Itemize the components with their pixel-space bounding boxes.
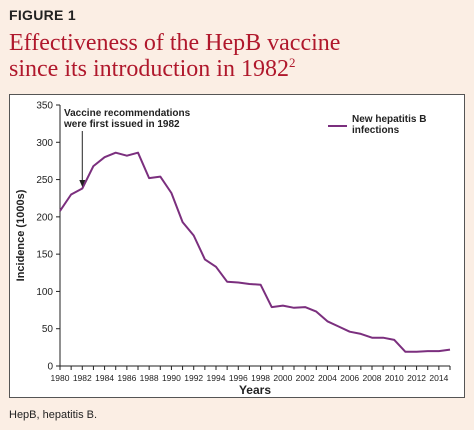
x-tick-label: 2014: [429, 373, 448, 383]
y-tick-label: 50: [42, 324, 54, 335]
axis-ticks: 0 50 100 150 200 250 300 350 1980 1982 1984 1986 198…: [36, 101, 451, 383]
x-tick-label: 1990: [162, 373, 181, 383]
annotation-text-line-2: were first issued in 1982: [63, 119, 180, 130]
series-lines: [59, 151, 451, 353]
x-tick-label: 1982: [73, 373, 92, 383]
title-line-1: Effectiveness of the HepB vaccine: [9, 30, 341, 56]
legend-label-line-1: New hepatitis B: [352, 114, 426, 125]
x-tick-label: 2006: [340, 373, 359, 383]
y-tick-label: 200: [36, 212, 53, 223]
y-tick-label: 350: [36, 101, 53, 112]
x-tick-label: 1994: [207, 373, 226, 383]
x-tick-label: 1986: [117, 373, 136, 383]
line-chart: 0 50 100 150 200 250 300 350 1980 1982 1984 1986 198…: [15, 101, 451, 397]
y-tick-label: 0: [47, 362, 53, 373]
x-tick-label: 1998: [251, 373, 270, 383]
x-tick-label: 1992: [184, 373, 203, 383]
y-tick-label: 150: [36, 250, 53, 261]
chart-panel: 0 50 100 150 200 250 300 350 1980 1982 1984 1986 198…: [9, 94, 465, 398]
annotation-text-line-1: Vaccine recommendations: [64, 108, 191, 119]
title-line-2: since its introduction in 1982: [9, 56, 289, 82]
figure-label: FIGURE 1: [9, 7, 76, 23]
y-tick-label: 300: [36, 138, 53, 149]
annotation-arrow-head: [79, 180, 86, 188]
x-tick-label: 2000: [273, 373, 292, 383]
figure-title: Effectiveness of the HepB vaccine since …: [9, 30, 469, 82]
x-tick-label: 1980: [51, 373, 70, 383]
x-tick-label: 2002: [296, 373, 315, 383]
y-tick-label: 250: [36, 175, 53, 186]
x-tick-label: 1996: [229, 373, 248, 383]
x-axis-label: Years: [239, 383, 271, 397]
legend-label-line-2: infections: [352, 125, 400, 136]
x-tick-label: 2010: [385, 373, 404, 383]
series-line-new-hepatitis-b-infections: [59, 151, 451, 353]
x-tick-label: 1988: [140, 373, 159, 383]
x-tick-label: 1984: [95, 373, 114, 383]
x-tick-label: 2004: [318, 373, 337, 383]
y-tick-label: 100: [36, 287, 53, 298]
footnote: HepB, hepatitis B.: [9, 409, 98, 421]
citation-superscript: 2: [288, 55, 296, 70]
x-tick-label: 2012: [407, 373, 426, 383]
chart-axes: [59, 105, 450, 367]
y-axis-label: Incidence (1000s): [15, 189, 27, 281]
x-tick-label: 2008: [363, 373, 382, 383]
